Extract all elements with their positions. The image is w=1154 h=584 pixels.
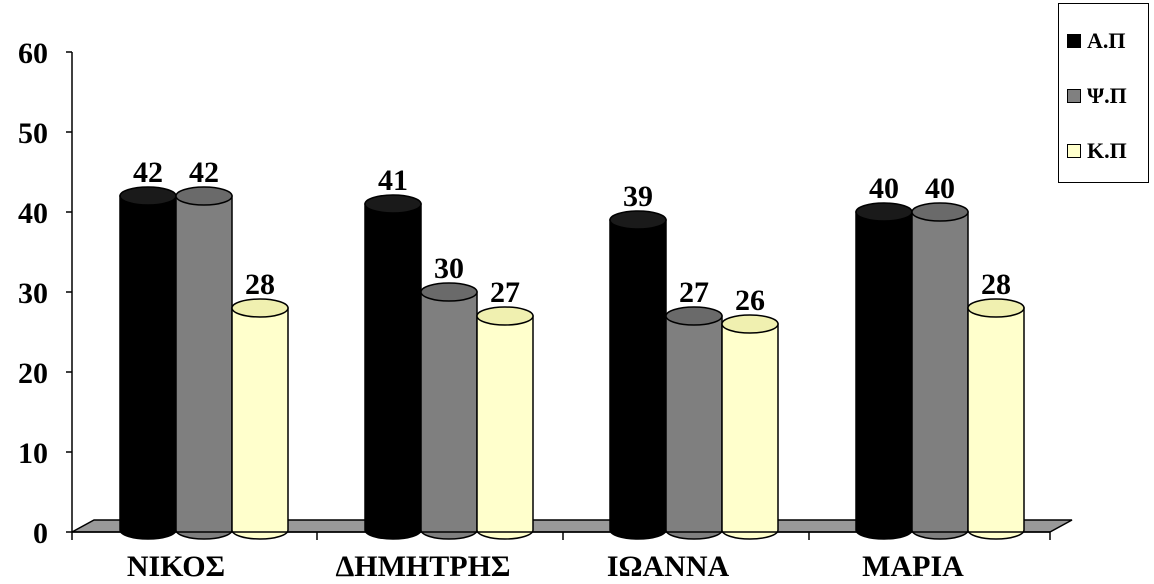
bar-top: [967, 298, 1025, 318]
legend-item: Α.Π: [1067, 26, 1126, 56]
bar-top: [721, 314, 779, 334]
bar-top: [420, 282, 478, 302]
bar-top: [476, 306, 534, 326]
bar-top: [609, 210, 667, 230]
y-tick-label: 20: [18, 357, 48, 390]
legend-swatch: [1067, 89, 1081, 103]
legend-item: Ψ.Π: [1067, 81, 1127, 111]
data-label: 27: [490, 276, 520, 309]
data-label: 27: [679, 276, 709, 309]
data-labels: 42 42 28 41 30 27 39 27 26 40 40 28: [133, 156, 1011, 317]
bar-top: [364, 194, 422, 214]
x-axis: ΝΙΚΟΣ ΔΗΜΗΤΡΗΣ ΙΩΑΝΝΑ ΜΑΡΙΑ: [71, 531, 1051, 583]
bar-top: [665, 306, 723, 326]
category-label: ΝΙΚΟΣ: [127, 550, 225, 583]
bar: [175, 186, 233, 540]
bar-top: [855, 202, 913, 222]
y-tick-label: 30: [18, 277, 48, 310]
bar-body: [175, 195, 233, 540]
data-label: 39: [623, 180, 653, 213]
bar: [967, 298, 1025, 540]
bar-body: [967, 307, 1025, 540]
legend-item: Κ.Π: [1067, 136, 1127, 166]
bar-top: [175, 186, 233, 206]
legend-swatch: [1067, 144, 1081, 158]
bar-top: [119, 186, 177, 206]
bar: [364, 194, 422, 540]
legend-label: Κ.Π: [1087, 138, 1127, 163]
bar-body: [364, 203, 422, 540]
bar-body: [609, 219, 667, 540]
data-label: 40: [925, 172, 955, 205]
category-label: ΙΩΑΝΝΑ: [607, 550, 730, 583]
legend-label: Α.Π: [1087, 28, 1126, 53]
y-tick-label: 10: [18, 437, 48, 470]
y-tick-label: 40: [18, 197, 48, 230]
y-axis: 0 10 20 30 40 50 60: [18, 37, 73, 550]
legend: Α.Π Ψ.Π Κ.Π: [1058, 3, 1149, 183]
bar: [609, 210, 667, 540]
bar: [420, 282, 478, 540]
y-tick-label: 0: [33, 517, 48, 550]
data-label: 30: [434, 252, 464, 285]
bar: [721, 314, 779, 540]
bar: [665, 306, 723, 540]
data-label: 26: [735, 284, 765, 317]
category-label: ΔΗΜΗΤΡΗΣ: [335, 550, 510, 583]
data-label: 42: [189, 156, 219, 189]
legend-label: Ψ.Π: [1087, 83, 1127, 108]
bar: [476, 306, 534, 540]
bar-body: [476, 315, 534, 540]
bar-top: [911, 202, 969, 222]
bar: [231, 298, 289, 540]
y-tick-label: 50: [18, 117, 48, 150]
data-label: 42: [133, 156, 163, 189]
bar-body: [420, 291, 478, 540]
bar-body: [911, 211, 969, 540]
bars: [119, 186, 1025, 540]
legend-swatch: [1067, 34, 1081, 48]
bar-top: [231, 298, 289, 318]
bar: [119, 186, 177, 540]
bar-body: [721, 323, 779, 540]
data-label: 41: [378, 164, 408, 197]
bar-body: [231, 307, 289, 540]
data-label: 40: [869, 172, 899, 205]
bar-body: [665, 315, 723, 540]
bar: [911, 202, 969, 540]
y-tick-label: 60: [18, 37, 48, 70]
bar-body: [119, 195, 177, 540]
bar: [855, 202, 913, 540]
category-label: ΜΑΡΙΑ: [862, 550, 964, 583]
bar-body: [855, 211, 913, 540]
data-label: 28: [245, 268, 275, 301]
data-label: 28: [981, 268, 1011, 301]
